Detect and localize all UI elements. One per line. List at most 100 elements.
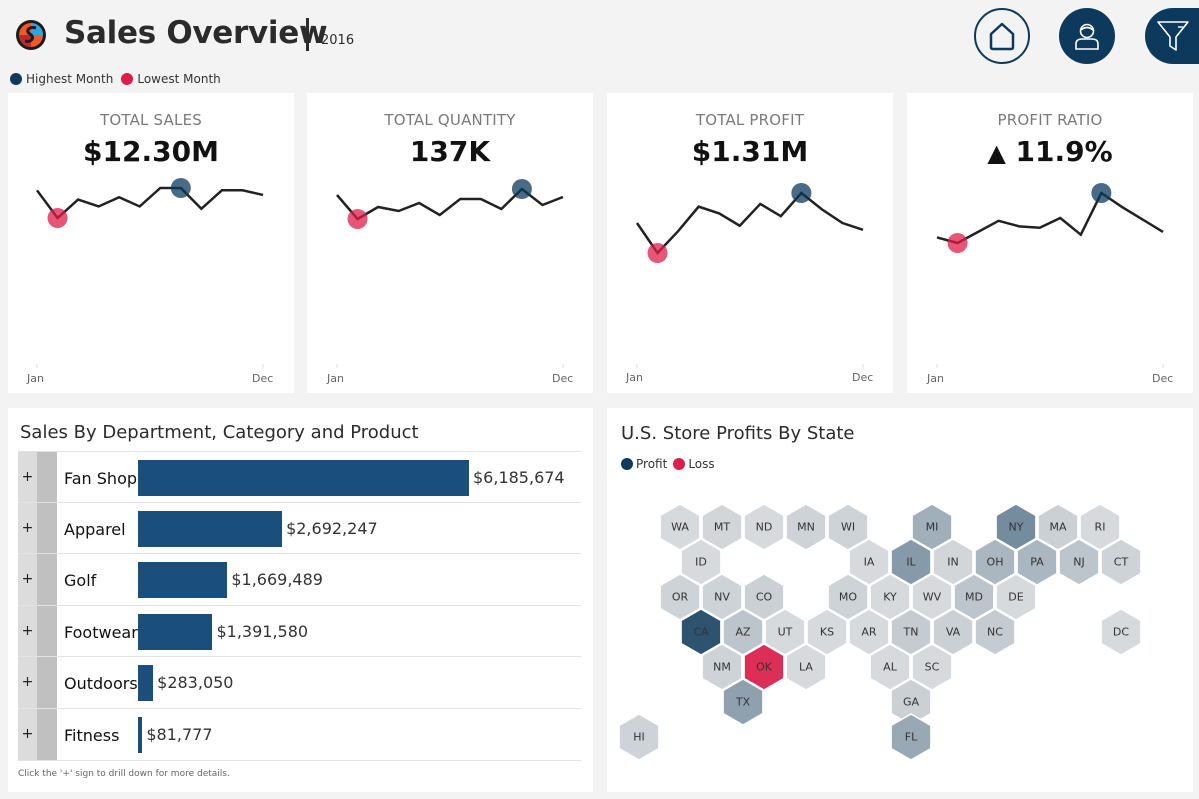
department-row[interactable]: + Fitness $81,777 <box>18 708 581 761</box>
expand-button[interactable]: + <box>18 554 37 605</box>
state-label: UT <box>778 626 793 639</box>
state-hex-wa[interactable] <box>659 503 701 551</box>
highest-month-marker[interactable] <box>1091 183 1112 203</box>
state-hex-mi[interactable] <box>911 503 953 551</box>
sales-bar[interactable] <box>138 562 228 599</box>
department-row[interactable]: + Footwear $1,391,580 <box>18 605 581 658</box>
state-hex-ia[interactable] <box>848 538 890 586</box>
state-label: FL <box>905 731 918 744</box>
state-label: NV <box>714 591 730 604</box>
state-label: KS <box>820 626 834 639</box>
profit-swatch <box>621 458 633 470</box>
state-label: MO <box>839 591 857 604</box>
state-hex-nm[interactable] <box>701 643 743 691</box>
state-hex-tn[interactable] <box>890 608 932 656</box>
state-hex-oh[interactable] <box>974 538 1016 586</box>
state-label: MD <box>965 591 983 604</box>
department-name: Footwear <box>64 622 138 642</box>
lowest-month-marker[interactable] <box>947 233 968 253</box>
department-row[interactable]: + Outdoors $283,050 <box>18 657 581 709</box>
sales-bar[interactable] <box>138 613 213 650</box>
filter-button[interactable] <box>1145 8 1199 64</box>
expand-button[interactable]: + <box>18 502 37 554</box>
state-label: NM <box>713 661 731 674</box>
state-hex-ks[interactable] <box>806 608 848 656</box>
state-hex-ct[interactable] <box>1100 538 1142 586</box>
row-gutter <box>37 502 57 554</box>
state-hex-la[interactable] <box>785 643 827 691</box>
expand-button[interactable]: + <box>18 708 37 760</box>
state-hex-nc[interactable] <box>974 608 1016 656</box>
state-hex-ma[interactable] <box>1037 503 1079 551</box>
expand-button[interactable]: + <box>18 657 37 708</box>
axis-start-label: Jan <box>927 372 944 385</box>
state-hex-wv[interactable] <box>911 573 953 621</box>
state-label: NC <box>987 626 1003 639</box>
state-hex-ca[interactable] <box>680 608 722 656</box>
department-name: Outdoors <box>64 674 138 694</box>
sales-bar[interactable] <box>138 460 469 496</box>
state-hex-map: WA MT ND MN WI MI NY MA RI ID IA IL IN OH PA NJ CT OR NV CO… <box>618 503 1142 761</box>
state-hex-pa[interactable] <box>1016 538 1058 586</box>
department-row[interactable]: + Golf $1,669,489 <box>18 554 581 606</box>
state-hex-mt[interactable] <box>701 503 743 551</box>
kpi-label: TOTAL QUANTITY <box>384 111 516 129</box>
expand-button[interactable]: + <box>18 452 37 502</box>
state-hex-tx[interactable] <box>722 678 764 726</box>
lowest-month-marker[interactable] <box>347 209 368 229</box>
state-hex-dc[interactable] <box>1100 608 1142 656</box>
state-hex-mn[interactable] <box>785 503 827 551</box>
sparkline-chart[interactable] <box>307 93 593 393</box>
state-hex-wi[interactable] <box>827 503 869 551</box>
state-hex-nj[interactable] <box>1058 538 1100 586</box>
lowest-month-swatch <box>121 73 134 85</box>
sparkline-chart[interactable] <box>607 93 893 393</box>
state-label: VA <box>946 626 961 639</box>
state-hex-ok[interactable] <box>743 643 785 691</box>
state-hex-ri[interactable] <box>1079 503 1121 551</box>
state-hex-id[interactable] <box>680 538 722 586</box>
state-label: RI <box>1095 521 1106 534</box>
state-hex-va[interactable] <box>932 608 974 656</box>
state-hex-al[interactable] <box>869 643 911 691</box>
sales-bar[interactable] <box>138 510 283 547</box>
state-hex-nv[interactable] <box>701 573 743 621</box>
state-hex-or[interactable] <box>659 573 701 621</box>
state-hex-fl[interactable] <box>890 713 932 761</box>
state-hex-il[interactable] <box>890 538 932 586</box>
state-hex-ny[interactable] <box>995 503 1037 551</box>
state-hex-ar[interactable] <box>848 608 890 656</box>
state-hex-ky[interactable] <box>869 573 911 621</box>
lowest-month-marker[interactable] <box>47 208 68 228</box>
sales-bar[interactable] <box>138 665 154 702</box>
state-label: AL <box>883 661 898 674</box>
axis-end-label: Dec <box>252 372 274 385</box>
expand-button[interactable]: + <box>18 605 37 657</box>
axis-end-label: Dec <box>552 372 574 385</box>
department-row[interactable]: + Fan Shop $6,185,674 <box>18 451 581 503</box>
highest-month-marker[interactable] <box>170 178 191 198</box>
state-hex-in[interactable] <box>932 538 974 586</box>
sales-bar[interactable] <box>138 716 143 753</box>
state-hex-mo[interactable] <box>827 573 869 621</box>
state-label: TN <box>903 626 919 639</box>
state-hex-sc[interactable] <box>911 643 953 691</box>
state-hex-nd[interactable] <box>743 503 785 551</box>
state-hex-co[interactable] <box>743 573 785 621</box>
state-label: WI <box>841 521 855 534</box>
user-button[interactable] <box>1059 8 1115 64</box>
home-button[interactable] <box>974 8 1030 64</box>
state-hex-az[interactable] <box>722 608 764 656</box>
highest-month-marker[interactable] <box>511 179 532 199</box>
axis-start-label: Jan <box>626 371 643 384</box>
sparkline-chart[interactable] <box>8 93 294 393</box>
sparkline-chart[interactable] <box>907 93 1193 393</box>
state-hex-md[interactable] <box>953 573 995 621</box>
kpi-value: $12.30M <box>83 135 219 168</box>
highest-month-marker[interactable] <box>791 183 812 203</box>
state-hex-de[interactable] <box>995 573 1037 621</box>
state-hex-ut[interactable] <box>764 608 806 656</box>
state-hex-hi[interactable] <box>618 713 660 761</box>
department-row[interactable]: + Apparel $2,692,247 <box>18 502 581 555</box>
lowest-month-marker[interactable] <box>647 243 668 263</box>
